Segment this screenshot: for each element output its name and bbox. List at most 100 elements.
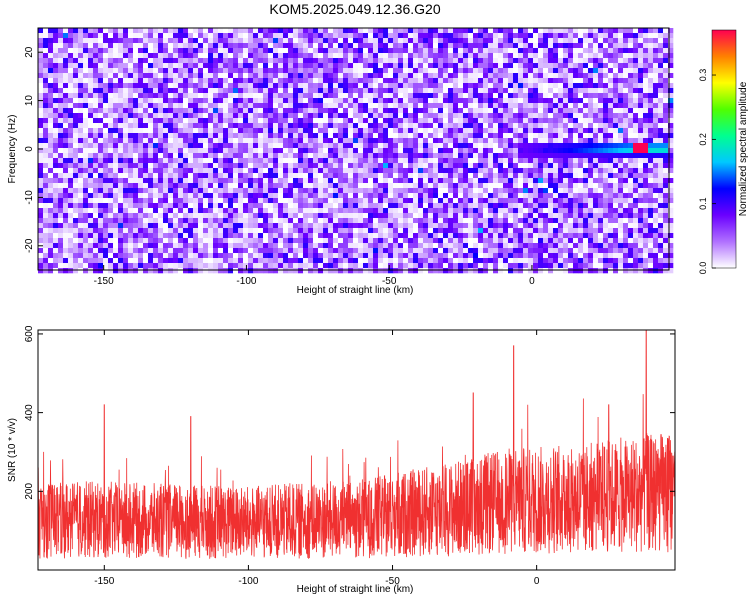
heatmap-cell (58, 88, 64, 94)
heatmap-cell (98, 163, 104, 169)
heatmap-cell (618, 218, 624, 224)
heatmap-cell (368, 98, 374, 104)
heatmap-cell (118, 83, 124, 89)
heatmap-cell (163, 98, 169, 104)
heatmap-cell (188, 133, 194, 139)
heatmap-cell (63, 38, 69, 44)
heatmap-cell (78, 213, 84, 219)
heatmap-cell (483, 203, 489, 209)
heatmap-cell (268, 48, 274, 54)
heatmap-cell (398, 203, 404, 209)
heatmap-cell (348, 43, 354, 49)
heatmap-cell (163, 183, 169, 189)
heatmap-cell (158, 138, 164, 144)
heatmap-cell (463, 38, 469, 44)
heatmap-cell (193, 63, 199, 69)
heatmap-cell (583, 118, 589, 124)
heatmap-cell (43, 33, 49, 39)
heatmap-cell (223, 148, 229, 154)
heatmap-cell (278, 48, 284, 54)
heatmap-cell (493, 193, 499, 199)
heatmap-cell (588, 83, 594, 89)
heatmap-cell (593, 133, 599, 139)
heatmap-cell (148, 163, 154, 169)
heatmap-cell (198, 143, 204, 149)
heatmap-cell (98, 43, 104, 49)
heatmap-cell (273, 38, 279, 44)
heatmap-cell (168, 103, 174, 109)
heatmap-cell (38, 38, 44, 44)
heatmap-cell (298, 68, 304, 74)
heatmap-cell (273, 88, 279, 94)
heatmap-cell (293, 168, 299, 174)
heatmap-cell (603, 163, 609, 169)
heatmap-cell (493, 48, 499, 54)
heatmap-cell (53, 73, 59, 79)
heatmap-cell (78, 158, 84, 164)
heatmap-cell (553, 218, 559, 224)
heatmap-cell (378, 88, 384, 94)
heatmap-cell (253, 73, 259, 79)
heatmap-cell (533, 83, 539, 89)
heatmap-cell (318, 53, 324, 59)
heatmap-cell (413, 208, 419, 214)
heatmap-cell (633, 48, 639, 54)
heatmap-cell (278, 188, 284, 194)
heatmap-cell (593, 138, 599, 144)
heatmap-cell (268, 33, 274, 39)
heatmap-cell (328, 118, 334, 124)
heatmap-cell (183, 203, 189, 209)
heatmap-cell (448, 153, 454, 159)
heatmap-cell (128, 163, 134, 169)
heatmap-cell (478, 108, 484, 114)
heatmap-cell (628, 143, 634, 149)
heatmap-cell (258, 213, 264, 219)
heatmap-cell (108, 193, 114, 199)
heatmap-cell (503, 213, 509, 219)
heatmap-cell (583, 53, 589, 59)
heatmap-cell (618, 98, 624, 104)
heatmap-cell (303, 118, 309, 124)
heatmap-cell (278, 128, 284, 134)
heatmap-cell (568, 168, 574, 174)
heatmap-cell (223, 38, 229, 44)
heatmap-cell (138, 43, 144, 49)
heatmap-cell (428, 78, 434, 84)
heatmap-cell (618, 33, 624, 39)
heatmap-cell (628, 128, 634, 134)
heatmap-cell (588, 118, 594, 124)
heatmap-cell (143, 108, 149, 114)
heatmap-cell (368, 108, 374, 114)
heatmap-cell (158, 183, 164, 189)
heatmap-cell (633, 98, 639, 104)
heatmap-cell (428, 168, 434, 174)
heatmap-cell (343, 108, 349, 114)
heatmap-cell (68, 98, 74, 104)
heatmap-cell (583, 83, 589, 89)
heatmap-cell (268, 103, 274, 109)
heatmap-cell (283, 138, 289, 144)
heatmap-cell (563, 178, 569, 184)
heatmap-cell (543, 183, 549, 189)
heatmap-cell (433, 148, 439, 154)
heatmap-cell (308, 103, 314, 109)
heatmap-cell (603, 173, 609, 179)
heatmap-cell (83, 73, 89, 79)
heatmap-cell (188, 53, 194, 59)
heatmap-cell (133, 133, 139, 139)
heatmap-cell (428, 173, 434, 179)
heatmap-cell (238, 123, 244, 129)
heatmap-cell (443, 63, 449, 69)
heatmap-cell (118, 213, 124, 219)
heatmap-cell (113, 183, 119, 189)
heatmap-cell (363, 178, 369, 184)
heatmap-cell (393, 113, 399, 119)
heatmap-cell (173, 33, 179, 39)
heatmap-cell (263, 78, 269, 84)
heatmap-cell (653, 178, 659, 184)
heatmap-cell (203, 33, 209, 39)
heatmap-cell (73, 173, 79, 179)
heatmap-cell (653, 198, 659, 204)
heatmap-cell (183, 63, 189, 69)
heatmap-cell (473, 98, 479, 104)
